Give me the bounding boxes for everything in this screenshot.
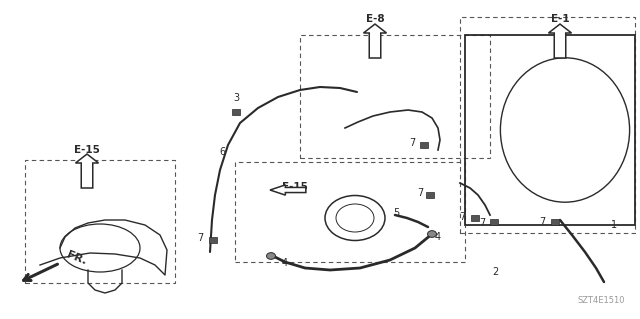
Bar xyxy=(209,237,217,243)
Text: 7: 7 xyxy=(417,188,423,198)
Bar xyxy=(490,219,498,225)
Text: E-15: E-15 xyxy=(74,145,100,155)
Bar xyxy=(420,142,428,148)
Text: 7: 7 xyxy=(409,138,415,148)
Text: 5: 5 xyxy=(393,208,399,218)
Polygon shape xyxy=(548,24,572,58)
Text: 4: 4 xyxy=(282,258,288,268)
Ellipse shape xyxy=(266,253,275,259)
Bar xyxy=(471,215,479,221)
Text: 7: 7 xyxy=(479,218,485,228)
Text: 7: 7 xyxy=(459,212,465,222)
Bar xyxy=(25,160,175,283)
Bar xyxy=(300,35,490,158)
Text: 6: 6 xyxy=(219,147,225,157)
Text: 1: 1 xyxy=(611,220,617,230)
Bar xyxy=(460,17,635,233)
Text: E-15: E-15 xyxy=(282,182,308,192)
Ellipse shape xyxy=(428,231,436,237)
Text: FR.: FR. xyxy=(65,249,88,266)
Bar xyxy=(465,35,635,225)
Text: E-8: E-8 xyxy=(365,14,384,24)
Bar xyxy=(551,219,559,225)
Text: E-1: E-1 xyxy=(550,14,570,24)
Polygon shape xyxy=(270,185,306,195)
Bar xyxy=(232,109,240,115)
Polygon shape xyxy=(76,154,99,188)
Text: 7: 7 xyxy=(197,233,203,243)
Text: 4: 4 xyxy=(435,232,441,242)
Bar xyxy=(235,162,465,262)
Text: 7: 7 xyxy=(539,217,545,227)
Text: SZT4E1510: SZT4E1510 xyxy=(577,296,625,305)
Bar xyxy=(426,192,434,198)
Text: 3: 3 xyxy=(233,93,239,103)
Polygon shape xyxy=(364,24,387,58)
Text: 2: 2 xyxy=(492,267,498,277)
